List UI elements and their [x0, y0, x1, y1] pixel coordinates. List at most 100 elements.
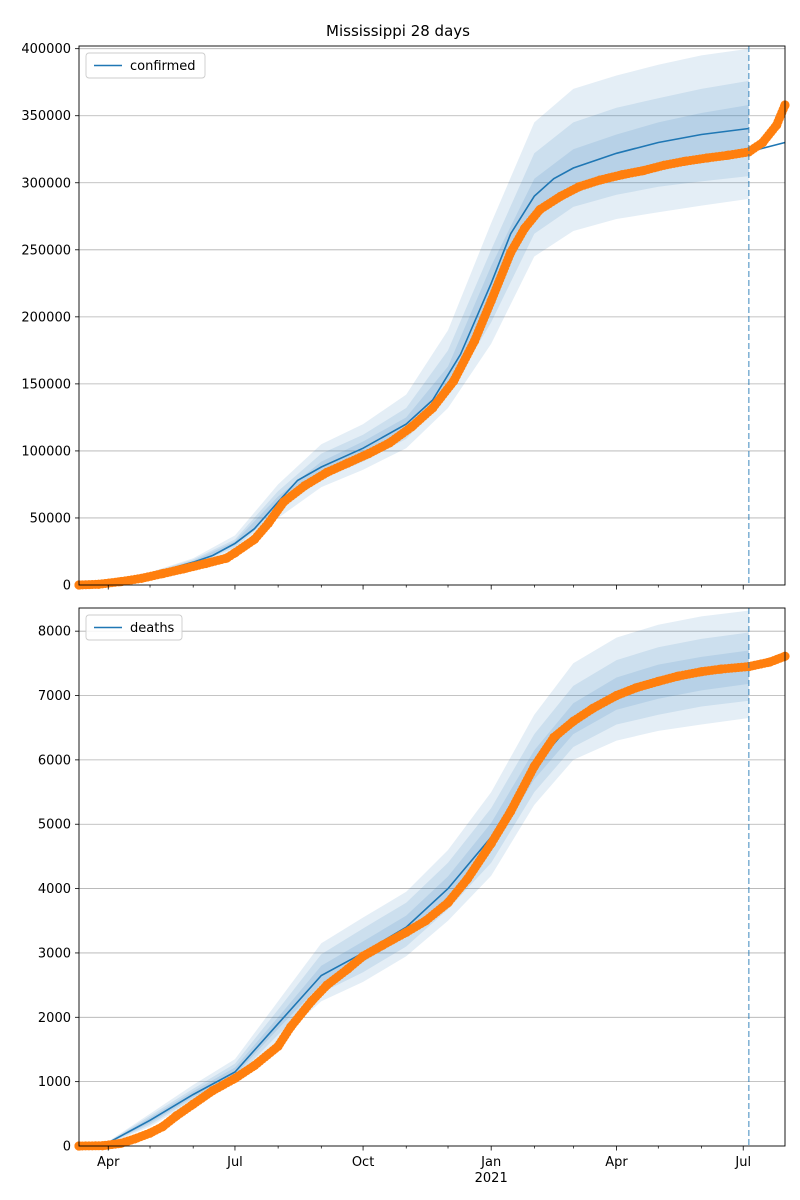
observed-point — [535, 204, 545, 215]
observed-point — [772, 120, 782, 130]
observed-point — [680, 156, 690, 166]
observed-point — [574, 182, 584, 192]
y-tick-label: 200000 — [21, 310, 71, 325]
x-tick-label: Apr — [97, 1155, 120, 1170]
confidence-band — [79, 80, 749, 586]
observed-point — [486, 838, 496, 849]
observed-point — [469, 336, 480, 346]
observed-point — [377, 940, 388, 950]
observed-point — [673, 671, 683, 681]
observed-point — [443, 898, 453, 908]
y-tick-label: 8000 — [38, 625, 71, 640]
observed-point — [273, 1041, 283, 1051]
observed-point — [343, 964, 353, 974]
y-tick-label: 4000 — [38, 882, 71, 897]
observed-point — [631, 683, 641, 693]
observed-point — [428, 403, 438, 413]
observed-point — [696, 667, 707, 677]
observed-point — [421, 916, 431, 926]
legend-box — [85, 52, 206, 79]
observed-point — [702, 153, 712, 163]
x-tick-label: Jul — [226, 1155, 243, 1170]
legend-box — [85, 614, 183, 641]
observed-point — [137, 573, 147, 583]
observed-point — [556, 191, 566, 201]
observed-point — [588, 703, 598, 713]
observed-point — [208, 1086, 218, 1096]
observed-point — [617, 170, 627, 180]
observed-point — [653, 676, 663, 686]
observed-point — [638, 166, 648, 176]
y-tick-label: 250000 — [21, 243, 71, 258]
legend: confirmed — [85, 52, 206, 79]
x-year-label: 2021 — [475, 1171, 508, 1186]
axes-frame — [78, 607, 786, 1147]
observed-point — [130, 1134, 140, 1144]
observed-point — [716, 664, 726, 674]
x-tick-label: Jul — [734, 1155, 751, 1170]
observed-point — [145, 1128, 155, 1138]
y-tick-label: 300000 — [21, 176, 71, 191]
observed-point — [188, 1099, 198, 1109]
observed-point — [723, 150, 733, 160]
observed-point — [230, 1073, 240, 1084]
observed-point — [744, 147, 754, 157]
observed-point — [178, 564, 189, 574]
observed-point — [263, 518, 273, 528]
observed-point — [171, 1111, 182, 1121]
observed-point — [222, 553, 232, 563]
observed-point — [758, 137, 768, 148]
y-tick-label: 7000 — [38, 689, 71, 704]
observed-point — [93, 579, 104, 589]
legend-label: confirmed — [130, 59, 196, 74]
observed-point — [230, 548, 240, 558]
y-tick-label: 350000 — [21, 109, 71, 124]
observed-point — [343, 458, 353, 468]
observed-point — [286, 1022, 296, 1032]
y-tick-label: 400000 — [21, 42, 71, 57]
observed-point — [299, 481, 310, 491]
y-tick-label: 100000 — [21, 444, 71, 459]
observed-point — [611, 690, 622, 701]
observed-point — [384, 438, 395, 448]
y-tick-label: 150000 — [21, 377, 71, 392]
y-tick-label: 5000 — [38, 818, 71, 833]
y-tick-label: 0 — [63, 579, 71, 594]
observed-point — [157, 569, 168, 579]
legend: deaths — [85, 614, 183, 641]
y-tick-label: 0 — [63, 1140, 71, 1155]
observed-point — [116, 1138, 126, 1149]
legend-label: deaths — [130, 621, 175, 636]
y-tick-label: 50000 — [30, 511, 71, 526]
y-tick-label: 2000 — [38, 1011, 71, 1026]
x-tick-label: Apr — [605, 1155, 628, 1170]
observed-point — [364, 449, 374, 459]
y-tick-label: 1000 — [38, 1075, 71, 1090]
model-line — [78, 127, 749, 586]
observed-point — [322, 980, 332, 990]
observed-point — [549, 732, 559, 742]
observed-point — [486, 296, 496, 306]
observed-point — [448, 376, 459, 386]
observed-point — [306, 996, 317, 1006]
y-tick-label: 3000 — [38, 946, 71, 961]
axes-frame — [78, 45, 786, 586]
confidence-band — [79, 632, 749, 1146]
observed-point — [506, 806, 516, 816]
confidence-band — [79, 610, 749, 1146]
observed-point — [116, 577, 126, 587]
observed-point — [659, 160, 669, 170]
deaths-panel: 0 1000 2000 3000 4000 5000 6000 7000 8000 Apr Jul O… — [38, 607, 790, 1186]
observed-point — [249, 534, 260, 545]
observed-point — [568, 716, 578, 726]
confirmed-panel: 0 50000 100000 150000 200000 250000 300000 3500… — [21, 42, 790, 594]
observed-point — [249, 1060, 260, 1071]
y-tick-label: 6000 — [38, 753, 71, 768]
observed-point — [279, 497, 289, 507]
observed-point — [201, 558, 211, 569]
observed-point — [520, 223, 530, 233]
confidence-band — [79, 105, 749, 585]
observed-point — [765, 657, 775, 667]
observed-point — [157, 1122, 168, 1132]
